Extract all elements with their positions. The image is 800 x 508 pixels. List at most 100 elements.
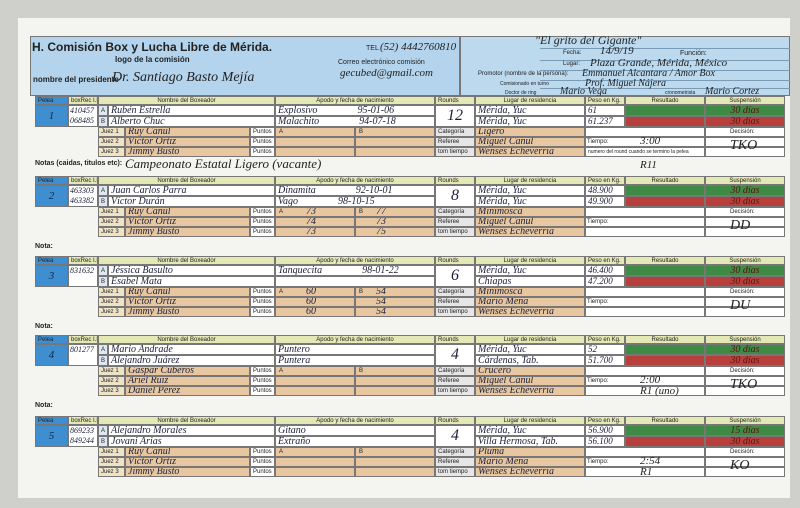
judge-label: Juez 1 xyxy=(98,127,125,137)
boxrec-id: 463382 xyxy=(70,195,94,205)
residence-header: Lugar de residencia xyxy=(475,335,585,344)
time-area xyxy=(585,217,705,227)
pelea-number: 1 xyxy=(35,105,68,127)
points-label: Puntos xyxy=(250,287,275,297)
boxer-name: Mario Andrade xyxy=(108,344,275,355)
decision: TKO xyxy=(730,138,758,153)
judge-label: Juez 3 xyxy=(98,386,125,396)
judge-points-a: 74 xyxy=(275,217,355,227)
result-bar xyxy=(625,344,705,355)
weight-header: Peso en Kg. xyxy=(585,176,625,185)
crono-label: cronometrista xyxy=(665,90,696,96)
judge-label: Juez 1 xyxy=(98,366,125,376)
points-label: Puntos xyxy=(250,467,275,477)
categoria: Minimosca xyxy=(475,207,585,217)
corner-letter: A xyxy=(279,368,284,374)
result-bar xyxy=(625,185,705,196)
boxer-residence: Chiapas xyxy=(475,276,585,287)
timekeeper: Wenses Echeverría xyxy=(475,227,585,237)
boxer-residence: Mérida, Yuc xyxy=(475,116,585,127)
result-header: Resultado xyxy=(625,416,705,425)
boxer-weight: 46.400 xyxy=(585,265,625,276)
judge-label: Juez 2 xyxy=(98,137,125,147)
decision-area xyxy=(705,447,785,457)
judge-points-a xyxy=(275,147,355,157)
decision-label: Decisión: xyxy=(730,129,755,135)
judge-label: Juez 3 xyxy=(98,227,125,237)
decision-area xyxy=(705,457,785,467)
decision-area xyxy=(705,207,785,217)
doctor: Mario Vega xyxy=(560,86,607,97)
tiempo: 3:00 xyxy=(640,135,661,147)
judge-name: Ruy Canul xyxy=(125,127,250,137)
referee-label: Referee xyxy=(435,457,475,467)
header-rule xyxy=(540,88,790,89)
boxer-suspension: 15 días xyxy=(705,425,785,436)
judge-points-b: 54 xyxy=(355,287,435,297)
time-area xyxy=(585,467,705,477)
corner-letter: A xyxy=(98,185,108,196)
categoria-label: Categoría xyxy=(435,366,475,376)
boxrec-header: boxRec I.D xyxy=(68,176,98,185)
decision: TKO xyxy=(730,377,758,392)
decision: DD xyxy=(730,218,751,233)
name-header: Nombre del Boxeador xyxy=(98,256,275,265)
boxer-dob: 92-10-01 xyxy=(355,185,393,196)
weight-header: Peso en Kg. xyxy=(585,96,625,105)
judge-label: Juez 3 xyxy=(98,307,125,317)
judge-name: Ruy Canul xyxy=(125,447,250,457)
suspension-header: Suspensión xyxy=(705,335,785,344)
boxer-weight: 51.700 xyxy=(585,355,625,366)
judge-points-b xyxy=(355,147,435,157)
decision-area xyxy=(705,307,785,317)
boxer-weight: 56.900 xyxy=(585,425,625,436)
timekeeper: Wenses Echeverría xyxy=(475,307,585,317)
suspension-header: Suspensión xyxy=(705,256,785,265)
funcion-label: Función: xyxy=(680,50,707,57)
categoria-label: Categoría xyxy=(435,287,475,297)
result-header: Resultado xyxy=(625,176,705,185)
boxer-residence: Mérida, Yuc xyxy=(475,185,585,196)
boxer-residence: Mérida, Yuc xyxy=(475,196,585,207)
boxer-residence: Mérida, Yuc xyxy=(475,265,585,276)
name-header: Nombre del Boxeador xyxy=(98,416,275,425)
boxrec-cell xyxy=(68,105,98,127)
rounds-value: 4 xyxy=(435,425,475,447)
categoria: Pluma xyxy=(475,447,585,457)
president-name: Dr. Santiago Basto Mejía xyxy=(112,70,255,85)
corner-letter: A xyxy=(98,265,108,276)
timekeeper: Wenses Echeverría xyxy=(475,386,585,396)
president-label: nombre del presidente xyxy=(33,75,119,84)
judge-label: Juez 1 xyxy=(98,207,125,217)
tiempo-label: Tiempo: xyxy=(587,378,609,384)
boxer-suspension: 30 días xyxy=(705,265,785,276)
tel-label: TEL xyxy=(366,45,379,52)
lugar: Plaza Grande, Mérida, México xyxy=(590,57,728,69)
referee-label: Referee xyxy=(435,137,475,147)
boxer-weight: 61 xyxy=(585,105,625,116)
judge-points-b xyxy=(355,376,435,386)
corner-letter: B xyxy=(359,368,364,374)
judge-name: Víctor Ortiz xyxy=(125,217,250,227)
pelea-number: 2 xyxy=(35,185,68,207)
result-bar xyxy=(625,425,705,436)
suspension-header: Suspensión xyxy=(705,96,785,105)
result-bar xyxy=(625,105,705,116)
corner-letter: B xyxy=(98,276,108,287)
corner-letter: A xyxy=(279,209,284,215)
boxrec-id: 410457 xyxy=(70,105,94,115)
time-area xyxy=(585,376,705,386)
boxer-suspension: 30 días xyxy=(705,105,785,116)
points-label: Puntos xyxy=(250,297,275,307)
judge-label: Juez 1 xyxy=(98,287,125,297)
time-area xyxy=(585,307,705,317)
boxrec-header: boxRec I.D xyxy=(68,335,98,344)
points-label: Puntos xyxy=(250,307,275,317)
result-header: Resultado xyxy=(625,96,705,105)
boxer-alias: Vago 98-10-15 xyxy=(275,196,435,207)
judge-points-b xyxy=(355,366,435,376)
referee: Mario Mena xyxy=(475,297,585,307)
decision-label: Decisión: xyxy=(730,289,755,295)
judge-name: Víctor Ortiz xyxy=(125,457,250,467)
notes-label: Notas (caidas, titulos etc): xyxy=(35,160,123,167)
